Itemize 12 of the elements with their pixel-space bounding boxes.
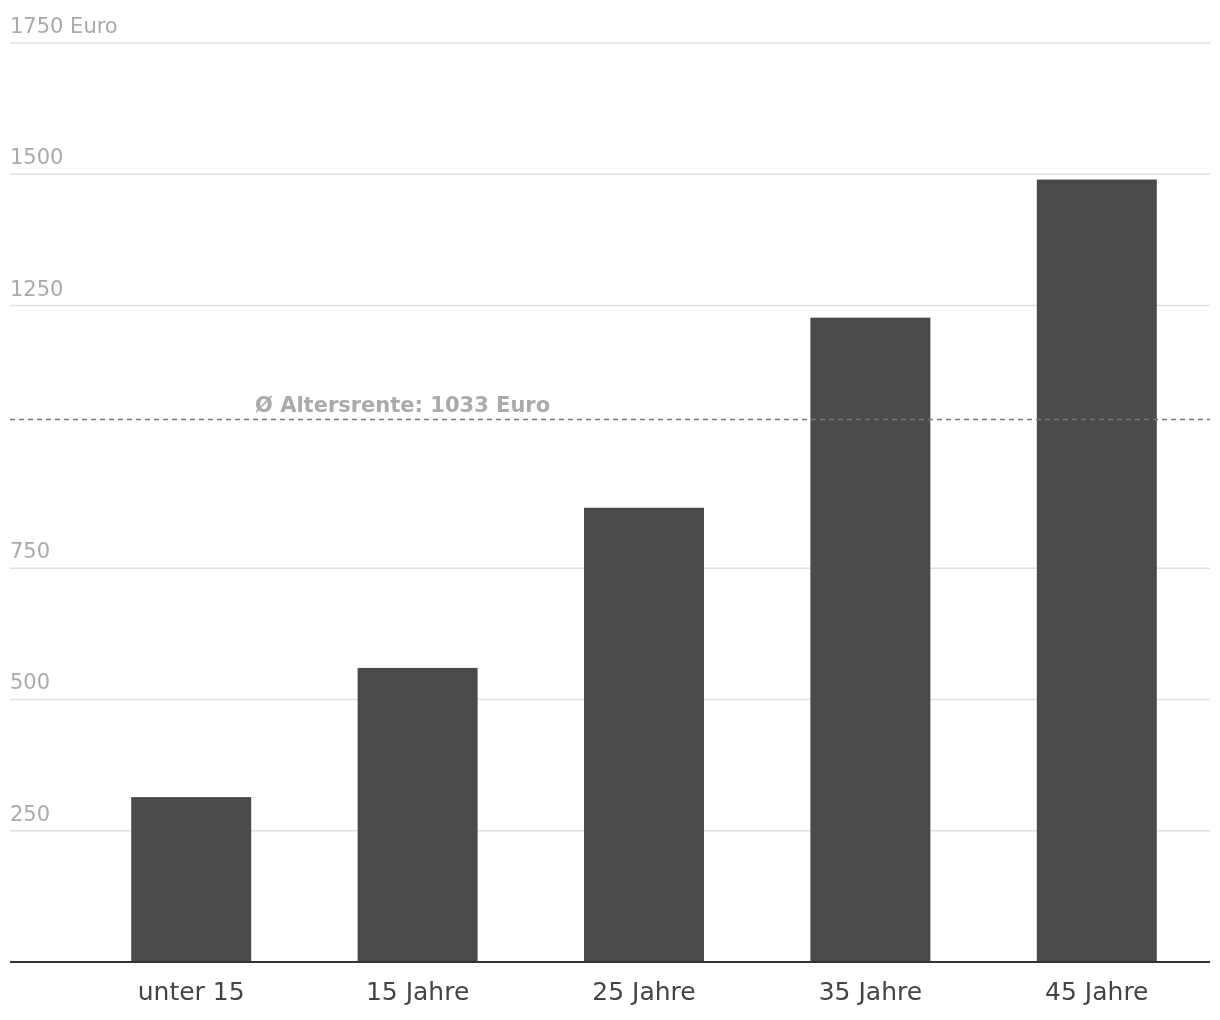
y-tick-label: 250 bbox=[10, 801, 51, 826]
x-tick-label: 15 Jahre bbox=[365, 977, 470, 1006]
ref-line-label: Ø Altersrente: 1033 Euro bbox=[255, 392, 551, 417]
x-tick-label: 45 Jahre bbox=[1045, 977, 1149, 1006]
y-tick-label: 1750 Euro bbox=[10, 14, 118, 38]
x-tick-label: 25 Jahre bbox=[592, 977, 696, 1006]
y-tick-label: 1250 bbox=[10, 276, 64, 301]
x-tick-label: unter 15 bbox=[137, 977, 245, 1006]
y-tick-label: 750 bbox=[10, 539, 51, 564]
x-tick-label: 35 Jahre bbox=[818, 977, 923, 1006]
y-tick-label: 500 bbox=[10, 670, 51, 695]
y-tick-label: 1500 bbox=[10, 145, 64, 170]
